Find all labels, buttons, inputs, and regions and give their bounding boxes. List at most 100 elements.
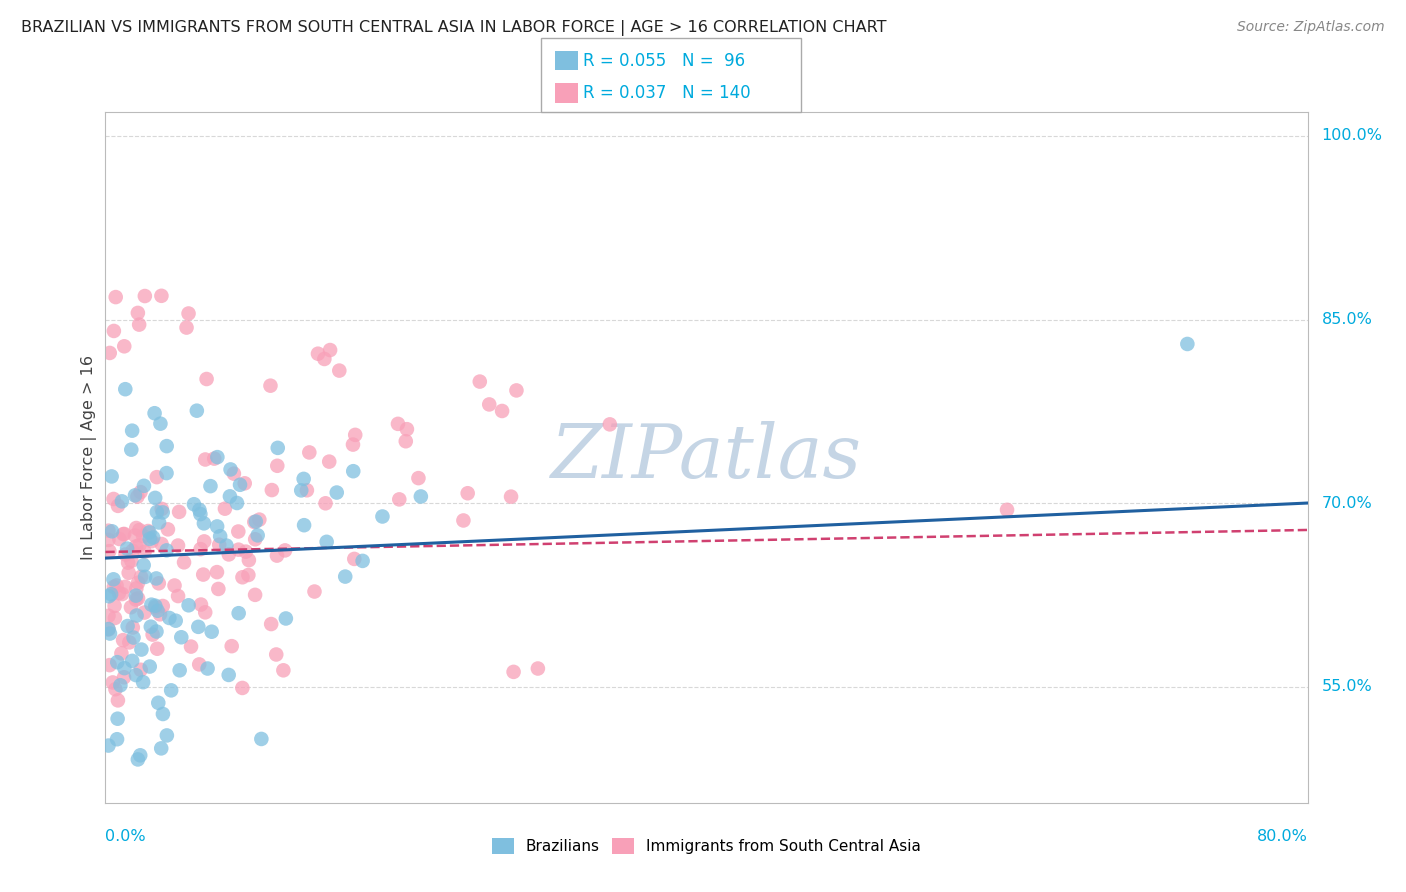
Point (146, 505, 169, 519)
Point (209, 529, 232, 543)
Point (139, 620, 162, 634)
Point (205, 519, 228, 533)
Point (141, 534, 163, 549)
Point (188, 657, 211, 672)
Point (245, 515, 267, 529)
Point (98, 544, 121, 558)
Point (121, 544, 143, 558)
Point (134, 545, 156, 559)
Point (117, 619, 139, 633)
Point (169, 663, 191, 677)
Point (146, 604, 169, 618)
Point (146, 470, 169, 484)
Point (188, 503, 211, 517)
Point (183, 497, 205, 511)
Point (128, 538, 150, 552)
Point (260, 483, 283, 497)
Point (343, 552, 366, 566)
Point (173, 555, 195, 569)
Point (128, 318, 150, 332)
Point (176, 320, 198, 334)
Point (298, 445, 321, 459)
Point (142, 531, 165, 545)
Point (142, 627, 165, 641)
Point (200, 479, 222, 493)
Point (145, 624, 167, 639)
Point (141, 598, 163, 612)
Point (134, 570, 156, 584)
Point (107, 712, 129, 726)
Point (120, 442, 142, 457)
Point (139, 532, 162, 546)
Point (118, 566, 141, 580)
Point (222, 467, 245, 481)
Point (187, 620, 209, 634)
Point (100, 587, 122, 601)
Point (505, 384, 527, 398)
Text: 85.0%: 85.0% (1322, 312, 1372, 327)
Point (110, 646, 132, 660)
Point (170, 630, 193, 644)
Point (156, 543, 179, 558)
Point (231, 570, 253, 584)
Point (148, 576, 170, 591)
Point (226, 496, 249, 510)
Point (97, 589, 120, 603)
Point (97, 622, 120, 636)
Point (148, 696, 170, 710)
Point (319, 343, 342, 357)
Point (150, 537, 173, 551)
Point (160, 683, 183, 698)
Text: ZIPatlas: ZIPatlas (551, 421, 862, 493)
Point (143, 491, 166, 505)
Point (127, 591, 149, 606)
Point (124, 528, 146, 542)
Point (103, 572, 125, 586)
Point (148, 516, 170, 530)
Point (228, 542, 250, 557)
Point (165, 614, 187, 628)
Point (129, 570, 152, 584)
Point (273, 663, 295, 677)
Point (326, 485, 349, 500)
Point (111, 494, 134, 508)
Point (395, 434, 418, 449)
Point (202, 451, 225, 466)
Point (125, 540, 148, 554)
Point (145, 571, 167, 585)
Point (132, 479, 155, 493)
Point (129, 748, 152, 763)
Point (117, 556, 139, 570)
Point (292, 472, 315, 486)
Point (105, 732, 128, 747)
Point (266, 549, 288, 563)
Point (108, 532, 131, 546)
Point (228, 606, 250, 620)
Point (127, 575, 149, 590)
Point (111, 587, 134, 601)
Point (112, 661, 135, 675)
Point (122, 631, 145, 645)
Point (150, 502, 173, 516)
Point (152, 505, 174, 519)
Point (118, 635, 141, 649)
Text: R = 0.055   N =  96: R = 0.055 N = 96 (583, 52, 745, 70)
Point (218, 548, 240, 562)
Point (328, 363, 350, 377)
Point (180, 640, 202, 654)
Point (177, 306, 200, 320)
Legend: Brazilians, Immigrants from South Central Asia: Brazilians, Immigrants from South Centra… (488, 834, 925, 859)
Point (243, 515, 266, 529)
Point (219, 489, 242, 503)
Point (104, 290, 127, 304)
Text: R = 0.037   N = 140: R = 0.037 N = 140 (583, 84, 751, 102)
Point (152, 706, 174, 721)
Point (149, 417, 172, 431)
Point (120, 600, 142, 615)
Point (108, 586, 131, 600)
Point (264, 648, 287, 662)
Point (194, 605, 217, 619)
Point (457, 486, 479, 500)
Point (219, 462, 242, 476)
Point (145, 600, 167, 615)
